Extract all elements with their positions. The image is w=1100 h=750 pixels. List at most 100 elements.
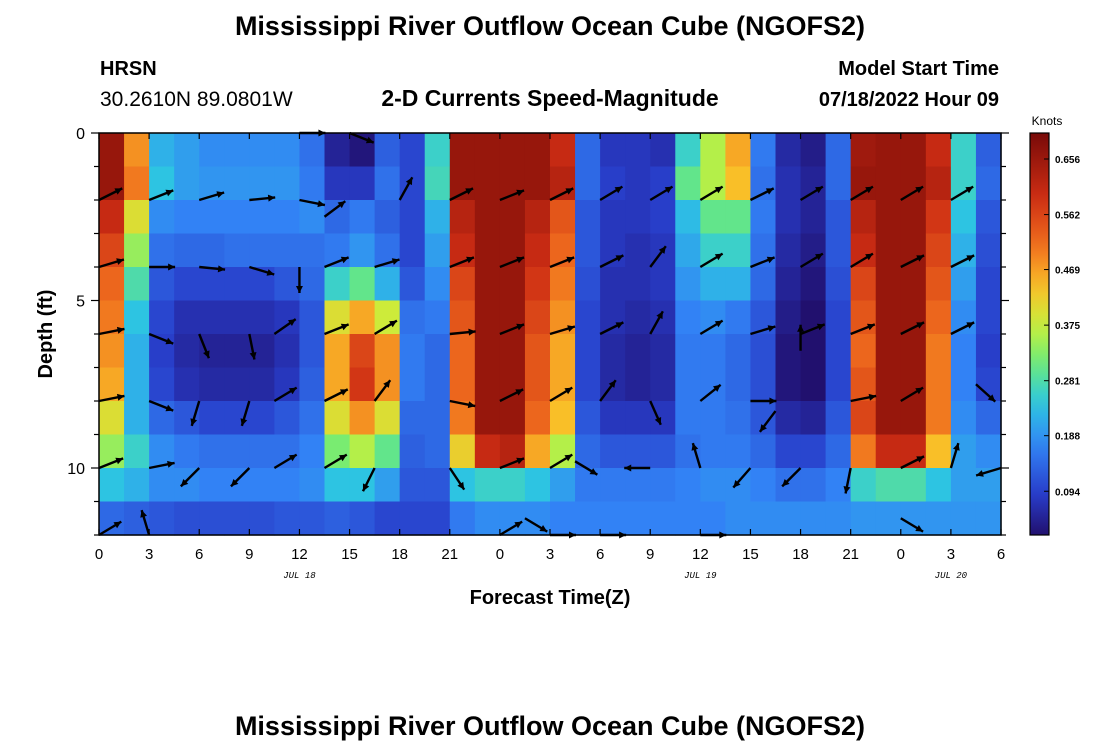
heatmap-cell xyxy=(199,200,225,235)
current-arrow xyxy=(758,410,777,433)
heatmap-cell xyxy=(374,401,401,436)
colorbar-tick-label: 0.094 xyxy=(1055,487,1080,498)
heatmap-cell xyxy=(374,200,401,235)
heatmap-cell xyxy=(600,200,626,235)
current-arrow xyxy=(349,131,375,144)
heatmap-cell xyxy=(725,501,752,536)
current-arrow xyxy=(900,321,925,336)
station-coords: 30.2610N 89.0801W xyxy=(100,88,293,111)
heatmap-cell xyxy=(875,367,902,402)
heatmap-cell xyxy=(650,166,676,201)
x-tick-label: 18 xyxy=(792,546,809,563)
chart-subtitle: 2-D Currents Speed-Magnitude xyxy=(381,85,718,111)
heatmap-cell xyxy=(349,434,376,469)
current-arrow xyxy=(299,198,326,208)
heatmap-cell xyxy=(249,166,275,201)
heatmap-cell xyxy=(975,300,1002,335)
heatmap-cell xyxy=(374,166,401,201)
heatmap-cell xyxy=(675,401,701,436)
heatmap-cell xyxy=(299,334,326,369)
current-arrow xyxy=(950,321,975,336)
heatmap-cell xyxy=(274,334,301,369)
heatmap-cell xyxy=(575,267,601,302)
x-tick-label: 3 xyxy=(546,546,554,563)
heatmap-cell xyxy=(174,401,200,436)
heatmap-cell xyxy=(700,200,726,235)
heatmap-cell xyxy=(925,200,952,235)
heatmap-cell xyxy=(224,434,250,469)
chart-title: Mississippi River Outflow Ocean Cube (NG… xyxy=(235,11,865,41)
heatmap-cell xyxy=(900,233,927,268)
current-arrow xyxy=(574,460,598,476)
heatmap-cell xyxy=(925,367,952,402)
heatmap-cell xyxy=(725,166,752,201)
current-arrow xyxy=(900,517,924,533)
heatmap-cell xyxy=(274,200,301,235)
heatmap-cell xyxy=(174,367,200,402)
footer-title: Mississippi River Outflow Ocean Cube (NG… xyxy=(235,711,865,741)
heatmap-cell xyxy=(700,233,726,268)
current-arrow xyxy=(273,318,297,335)
heatmap-cell xyxy=(174,501,200,536)
heatmap-cell xyxy=(249,133,275,168)
heatmap-cell xyxy=(274,133,301,168)
heatmap-cell xyxy=(950,233,977,268)
heatmap-cell xyxy=(600,166,626,201)
heatmap-cell xyxy=(274,166,301,201)
current-arrow xyxy=(499,256,525,269)
heatmap-cell xyxy=(825,233,852,268)
heatmap-cell xyxy=(675,267,701,302)
heatmap-cell xyxy=(349,401,376,436)
heatmap-cell xyxy=(850,166,877,201)
heatmap-cell xyxy=(249,468,275,503)
heatmap-cell xyxy=(750,200,777,235)
heatmap-cell xyxy=(925,233,952,268)
current-arrow xyxy=(190,400,201,427)
heatmap-cell xyxy=(825,367,852,402)
heatmap-cell xyxy=(775,166,802,201)
current-arrow xyxy=(900,185,924,202)
heatmap-cell xyxy=(199,434,225,469)
x-tick-label: 0 xyxy=(897,546,905,563)
current-arrow xyxy=(98,187,123,202)
current-arrow xyxy=(361,467,376,492)
heatmap-cell xyxy=(575,367,601,402)
heatmap-cell xyxy=(324,334,351,369)
heatmap-cell xyxy=(224,468,250,503)
x-tick-label: 15 xyxy=(341,546,358,563)
heatmap-cell xyxy=(249,233,275,268)
heatmap-cell xyxy=(625,434,651,469)
current-arrow xyxy=(900,254,925,269)
heatmap-cell xyxy=(750,166,777,201)
heatmap-cell xyxy=(900,434,927,469)
x-tick-label: 6 xyxy=(596,546,604,563)
current-arrow xyxy=(148,399,174,412)
heatmap-cell xyxy=(474,300,501,335)
current-arrow xyxy=(850,185,874,202)
current-arrow xyxy=(549,325,576,336)
heatmap-cell xyxy=(575,233,601,268)
heatmap-cell xyxy=(474,468,501,503)
heatmap-cell xyxy=(224,166,250,201)
heatmap-cell xyxy=(424,401,451,436)
heatmap-cell xyxy=(575,300,601,335)
heatmap-cell xyxy=(875,267,902,302)
x-tick-label: 3 xyxy=(947,546,955,563)
current-arrow xyxy=(950,254,975,269)
current-arrow xyxy=(323,200,347,218)
heatmap-cell xyxy=(800,468,827,503)
heatmap-cell xyxy=(374,501,401,536)
heatmap-cell xyxy=(124,166,150,201)
heatmap-cell xyxy=(399,166,426,201)
x-tick-label: 6 xyxy=(195,546,203,563)
heatmap-cell xyxy=(524,233,551,268)
heatmap-cell xyxy=(650,133,676,168)
x-tick-label: 18 xyxy=(391,546,408,563)
heatmap-cell xyxy=(174,334,200,369)
heatmap-cell xyxy=(900,300,927,335)
heatmap-cell xyxy=(299,267,326,302)
heatmap-cell xyxy=(575,401,601,436)
heatmap-cell xyxy=(249,401,275,436)
heatmap-cell xyxy=(575,200,601,235)
